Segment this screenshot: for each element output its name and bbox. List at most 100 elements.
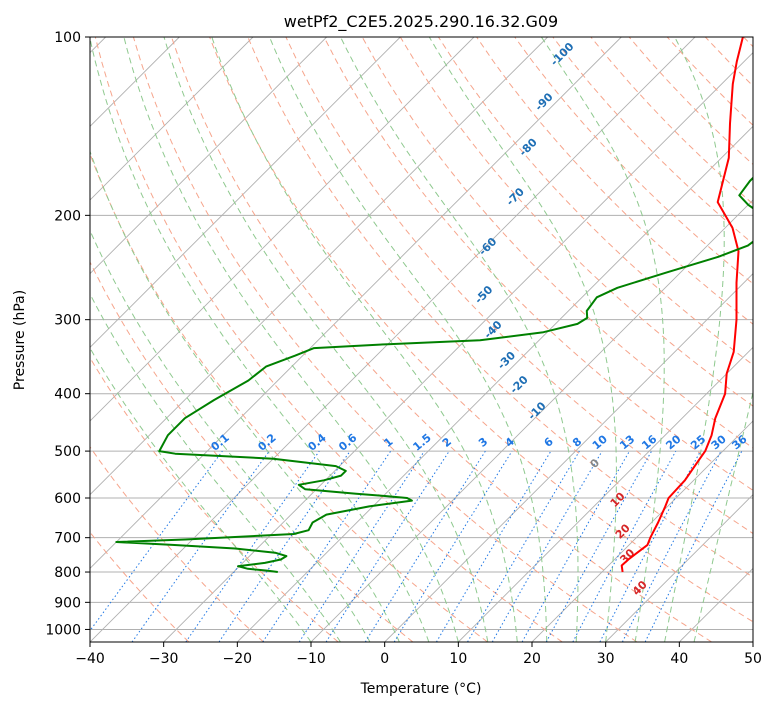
mixing-ratio-label: 1.5 bbox=[411, 431, 434, 453]
dry-adiabat-line bbox=[94, 37, 563, 642]
y-tick-label: 100 bbox=[54, 30, 81, 46]
x-tick-label: −20 bbox=[223, 651, 253, 667]
profile-lines bbox=[115, 37, 753, 573]
mixing-ratio-line bbox=[572, 450, 677, 642]
dry-adiabat-label: 20 bbox=[613, 521, 633, 541]
dry-adiabat-line bbox=[90, 356, 339, 642]
moist-adiabat-line bbox=[540, 37, 665, 642]
dry-adiabat-label: -100 bbox=[548, 40, 577, 69]
dry-adiabat-label: -30 bbox=[495, 349, 518, 372]
dry-adiabat-label: -50 bbox=[472, 283, 495, 306]
chart-title: wetPf2_C2E5.2025.290.16.32.G09 bbox=[284, 12, 558, 32]
dry-adiabat-label: 40 bbox=[630, 578, 650, 598]
moist-adiabat-line bbox=[123, 37, 459, 642]
dry-adiabat-line bbox=[90, 260, 414, 642]
mixing-ratio-label: 3 bbox=[476, 435, 490, 450]
x-tick-label: 30 bbox=[597, 651, 615, 667]
dry-adiabat-line bbox=[90, 531, 190, 642]
mixing-ratio-label: 13 bbox=[617, 433, 637, 453]
mixing-ratio-line bbox=[644, 450, 743, 642]
isotherm-line bbox=[752, 641, 753, 642]
x-tick-label: 0 bbox=[380, 651, 389, 667]
moist-adiabat-line bbox=[90, 229, 371, 642]
dry-adiabat-label: -90 bbox=[532, 90, 555, 113]
dry-adiabat-line bbox=[285, 37, 753, 535]
mixing-ratio-label: 8 bbox=[570, 435, 584, 450]
dry-adiabat-line bbox=[209, 37, 753, 623]
mixing-ratio-line bbox=[185, 450, 320, 642]
mixing-ratio-label: 0.2 bbox=[255, 431, 278, 453]
dry-adiabat-label: -60 bbox=[476, 235, 499, 258]
y-axis-label: Pressure (hPa) bbox=[12, 290, 28, 390]
dry-adiabat-label: -70 bbox=[504, 185, 527, 208]
plot-frame bbox=[89, 36, 754, 643]
dry-adiabat-line bbox=[666, 37, 753, 126]
mixing-ratio-label: 0.4 bbox=[305, 431, 329, 454]
mixing-ratio-line bbox=[131, 450, 270, 642]
mixing-ratio-label: 10 bbox=[590, 432, 610, 452]
isotherm-line bbox=[90, 37, 622, 569]
dry-adiabat-line bbox=[704, 37, 753, 87]
mixing-ratio-line bbox=[298, 450, 425, 642]
dewpoint-profile-line bbox=[115, 176, 753, 573]
moist-adiabat-line bbox=[163, 37, 489, 642]
dry-adiabat-line bbox=[90, 446, 264, 642]
moist-adiabat-line bbox=[90, 37, 430, 642]
x-tick-label: 10 bbox=[449, 651, 467, 667]
dry-adiabat-label: -80 bbox=[517, 135, 540, 158]
mixing-ratio-line bbox=[521, 450, 630, 642]
y-tick-label: 600 bbox=[54, 491, 81, 507]
x-tick-label: 50 bbox=[744, 651, 762, 667]
dry-adiabat-line bbox=[590, 37, 753, 205]
dry-adiabat-line bbox=[90, 152, 488, 642]
x-tick-label: 20 bbox=[523, 651, 541, 667]
y-tick-label: 200 bbox=[54, 208, 81, 224]
x-tick-label: 40 bbox=[670, 651, 688, 667]
dry-adiabat-label: 30 bbox=[617, 546, 637, 566]
dry-adiabat-line bbox=[476, 37, 753, 325]
y-tick-label: 500 bbox=[54, 444, 81, 460]
moist-adiabat-line bbox=[428, 37, 617, 642]
isotherm-line bbox=[531, 420, 753, 642]
x-axis-label: Temperature (°C) bbox=[360, 681, 482, 697]
y-axis: 100 200 300 400 500 600 700 800 900 1000 bbox=[45, 30, 90, 638]
dry-adiabat-label: 0 bbox=[588, 456, 603, 471]
isotherm-line bbox=[90, 37, 254, 201]
moist-adiabat-line bbox=[340, 37, 579, 642]
isotherm-line bbox=[90, 37, 696, 642]
x-tick-label: −30 bbox=[149, 651, 179, 667]
y-tick-label: 1000 bbox=[45, 622, 81, 638]
moist-adiabat-line bbox=[90, 149, 400, 642]
mixing-ratio-line bbox=[435, 450, 552, 642]
dry-adiabat-line bbox=[323, 37, 753, 491]
x-tick-label: −40 bbox=[75, 651, 105, 667]
mixing-ratio-label: 20 bbox=[664, 432, 684, 452]
isotherm-line bbox=[679, 567, 753, 642]
y-tick-label: 900 bbox=[54, 595, 81, 611]
moist-adiabat-line bbox=[90, 347, 312, 642]
isotherm-line bbox=[310, 199, 753, 642]
y-tick-label: 400 bbox=[54, 387, 81, 403]
mixing-ratio-label: 1 bbox=[381, 435, 395, 450]
isotherm-line bbox=[90, 37, 327, 275]
dry-adiabat-label: -10 bbox=[525, 399, 548, 422]
y-tick-label: 700 bbox=[54, 531, 81, 547]
isotherm-line bbox=[384, 273, 753, 642]
x-axis: −40 −30 −20 −10 0 10 20 30 40 50 bbox=[75, 642, 762, 667]
dry-adiabat-line bbox=[171, 37, 712, 642]
mixing-ratio-label: 36 bbox=[730, 432, 750, 452]
moist-adiabat-line bbox=[693, 390, 753, 642]
mixing-ratio-line bbox=[218, 450, 351, 642]
x-tick-label: −10 bbox=[296, 651, 326, 667]
mixing-ratio-label: 0.1 bbox=[209, 431, 232, 453]
mixing-ratio-label: 0.6 bbox=[336, 431, 360, 454]
y-tick-label: 300 bbox=[54, 313, 81, 329]
mixing-ratio-line bbox=[90, 450, 223, 632]
isotherm-line bbox=[458, 346, 753, 642]
mixing-ratio-line bbox=[545, 450, 653, 642]
temperature-profile-line bbox=[620, 37, 744, 573]
mixing-ratio-line bbox=[467, 450, 580, 642]
mixing-ratio-label: 6 bbox=[542, 435, 556, 450]
isotherm-line bbox=[90, 37, 475, 422]
